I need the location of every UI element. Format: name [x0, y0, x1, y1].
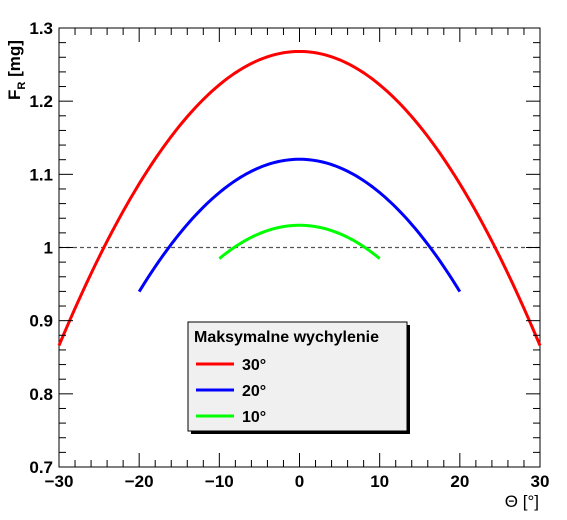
legend-box: [187, 321, 408, 432]
series-group: [57, 49, 542, 347]
legend: Maksymalne wychylenie 30° 20° 10°: [187, 321, 410, 434]
legend-label: 30°: [242, 357, 266, 374]
legend-title: Maksymalne wychylenie: [194, 329, 379, 346]
y-tick-label: 0.7: [29, 458, 53, 477]
y-tick-label: 1.2: [29, 92, 53, 111]
x-tick-label: 30: [531, 472, 550, 491]
y-axis-title-text: FR [mg]: [5, 40, 28, 100]
y-axis-title: FR [mg]: [5, 40, 28, 100]
x-tick-label: 10: [370, 472, 389, 491]
y-tick-label: 1: [44, 239, 53, 258]
y-tick-label: 1.1: [29, 165, 53, 184]
y-axis-ticks: 0.7 0.8 0.9 1 1.1 1.2 1.3: [29, 19, 540, 477]
x-axis-title: Θ [°]: [505, 492, 539, 511]
legend-label: 20°: [242, 383, 266, 400]
x-tick-label: 0: [295, 472, 304, 491]
series-line-30deg: [57, 49, 542, 347]
x-tick-label: −20: [125, 472, 154, 491]
x-tick-label: −30: [45, 472, 74, 491]
series-line-20deg: [137, 157, 462, 293]
legend-label: 10°: [242, 409, 266, 426]
x-tick-label: 20: [450, 472, 469, 491]
y-tick-label: 1.3: [29, 19, 53, 38]
y-tick-label: 0.8: [29, 385, 53, 404]
y-tick-label: 0.9: [29, 312, 53, 331]
series-line-10deg: [218, 223, 381, 260]
x-tick-label: −10: [205, 472, 234, 491]
x-axis-ticks: −30 −20 −10 0 10 20 30: [45, 28, 550, 491]
